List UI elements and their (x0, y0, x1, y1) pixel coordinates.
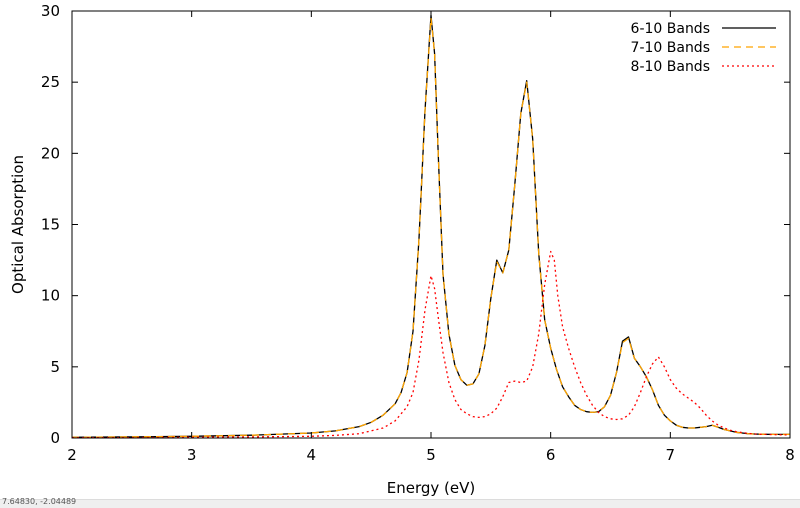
x-axis-label: Energy (eV) (387, 479, 475, 497)
y-tick-label: 10 (41, 287, 60, 305)
x-tick-label: 7 (666, 446, 676, 464)
y-axis-label: Optical Absorption (9, 155, 27, 294)
x-tick-label: 6 (546, 446, 556, 464)
cursor-coordinates: 7.64830, -2.04489 (2, 497, 77, 506)
x-tick-label: 4 (307, 446, 317, 464)
y-tick-label: 0 (50, 429, 60, 447)
legend-label-2: 7-10 Bands (631, 40, 710, 56)
y-tick-label: 25 (41, 73, 60, 91)
legend-label-1: 6-10 Bands (631, 21, 710, 37)
legend: 6-10 Bands 7-10 Bands 8-10 Bands (631, 21, 776, 75)
x-tick-label: 8 (785, 446, 795, 464)
x-tick-label: 3 (187, 446, 197, 464)
series-line-2 (71, 17, 790, 438)
plot-frame (71, 10, 791, 439)
legend-label-3: 8-10 Bands (631, 59, 710, 75)
ticks: 2 3 4 5 6 7 8 0 5 10 15 20 25 30 (41, 2, 795, 464)
x-tick-label: 2 (67, 446, 77, 464)
series-lines (71, 14, 790, 439)
y-tick-label: 20 (41, 144, 60, 162)
y-tick-label: 5 (50, 358, 60, 376)
status-bar: 7.64830, -2.04489 (0, 497, 800, 508)
series-line-3 (71, 250, 790, 439)
series-line-1 (71, 14, 790, 438)
x-tick-label: 5 (426, 446, 436, 464)
y-tick-label: 15 (41, 216, 60, 234)
y-tick-label: 30 (41, 2, 60, 20)
